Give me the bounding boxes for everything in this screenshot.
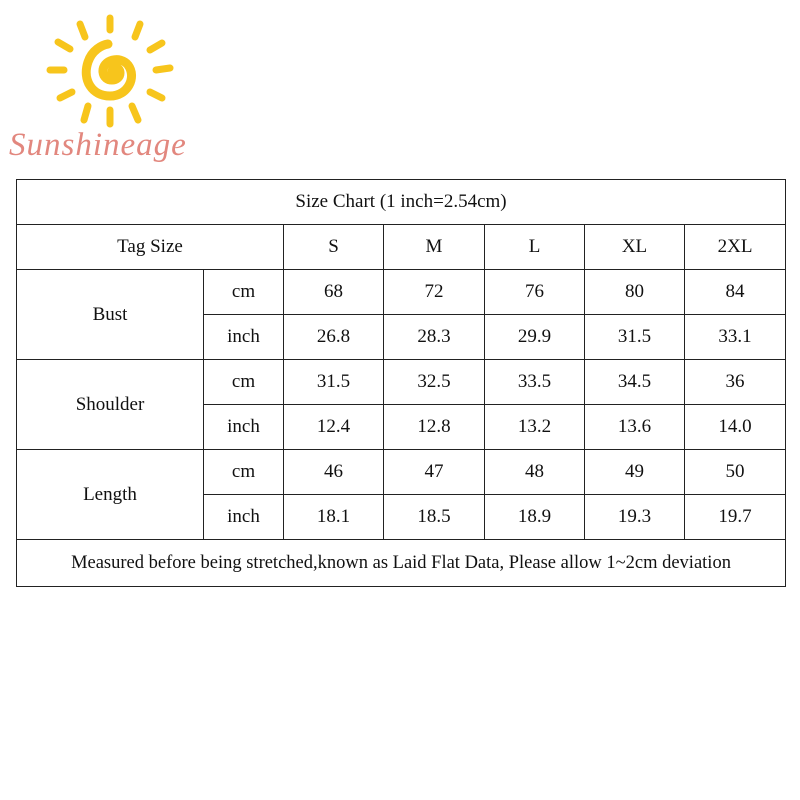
unit-label: inch (203, 404, 284, 450)
value-cell: 84 (683, 269, 787, 315)
value-cell: 34.5 (584, 359, 685, 405)
table-title: Size Chart (1 inch=2.54cm) (15, 179, 787, 225)
value-cell: 76 (484, 269, 585, 315)
value-cell: 18.9 (484, 494, 585, 540)
value-cell: 36 (683, 359, 787, 405)
value-cell: 14.0 (683, 404, 787, 450)
title-row: Size Chart (1 inch=2.54cm) (15, 179, 787, 225)
table-row: inch 18.1 18.5 18.9 19.3 19.7 (17, 494, 787, 540)
measure-label: Length (16, 449, 204, 540)
value-cell: 33.5 (484, 359, 585, 405)
measure-label: Shoulder (16, 359, 204, 450)
value-cell: 26.8 (283, 314, 384, 360)
value-cell: 13.2 (484, 404, 585, 450)
size-header: S (283, 224, 384, 270)
size-header: L (484, 224, 585, 270)
value-cell: 12.8 (383, 404, 485, 450)
value-cell: 18.5 (383, 494, 485, 540)
table-row: inch 12.4 12.8 13.2 13.6 14.0 (17, 404, 787, 450)
sun-spiral-icon (46, 14, 174, 128)
value-cell: 32.5 (383, 359, 485, 405)
table-row: Length cm 46 47 48 49 50 (16, 449, 787, 540)
size-chart-table: Size Chart (1 inch=2.54cm) Tag Size S M … (15, 179, 787, 587)
value-cell: 31.5 (584, 314, 685, 360)
table-row: Shoulder cm 31.5 32.5 33.5 34.5 36 (16, 359, 787, 450)
value-cell: 72 (383, 269, 485, 315)
value-cell: 29.9 (484, 314, 585, 360)
unit-label: inch (203, 314, 284, 360)
value-cell: 80 (584, 269, 685, 315)
value-cell: 18.1 (283, 494, 384, 540)
value-cell: 68 (283, 269, 384, 315)
value-cell: 28.3 (383, 314, 485, 360)
measure-label: Bust (16, 269, 204, 360)
unit-label: cm (203, 359, 284, 405)
brand-name: Sunshineage (9, 127, 187, 163)
size-header: XL (584, 224, 685, 270)
tag-size-label: Tag Size (16, 224, 284, 270)
value-cell: 47 (383, 449, 485, 495)
table-row: Bust cm 68 72 76 80 84 (16, 269, 787, 360)
unit-label: cm (203, 269, 284, 315)
value-cell: 33.1 (683, 314, 787, 360)
deviation-note: Measured before being stretched,known as… (15, 539, 787, 587)
size-header: 2XL (683, 224, 787, 270)
value-cell: 46 (283, 449, 384, 495)
unit-label: cm (203, 449, 284, 495)
value-cell: 49 (584, 449, 685, 495)
value-cell: 31.5 (283, 359, 384, 405)
value-cell: 12.4 (283, 404, 384, 450)
unit-label: inch (203, 494, 284, 540)
value-cell: 19.3 (584, 494, 685, 540)
size-header: M (383, 224, 485, 270)
note-row: Measured before being stretched,known as… (15, 539, 787, 587)
table-row: inch 26.8 28.3 29.9 31.5 33.1 (17, 314, 787, 360)
header-row: Tag Size S M L XL 2XL (16, 224, 787, 270)
value-cell: 50 (683, 449, 787, 495)
value-cell: 19.7 (683, 494, 787, 540)
value-cell: 48 (484, 449, 585, 495)
value-cell: 13.6 (584, 404, 685, 450)
